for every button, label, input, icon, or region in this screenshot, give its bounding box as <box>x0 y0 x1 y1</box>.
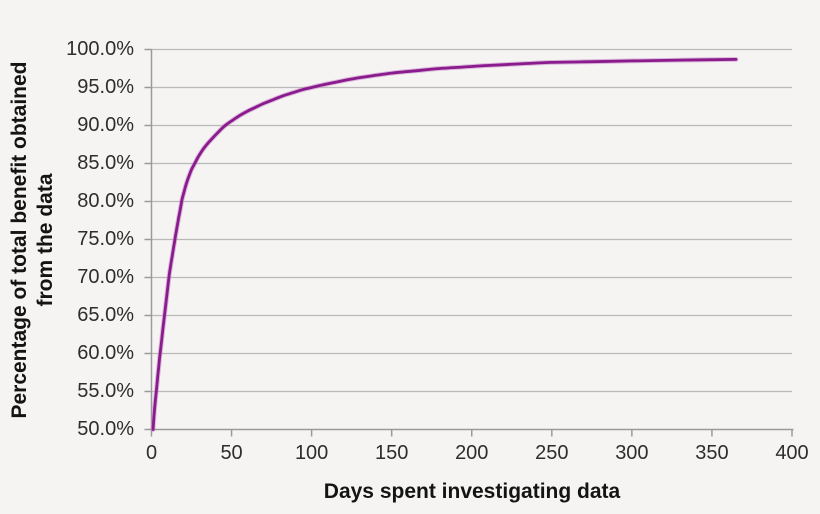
y-tick-label: 55.0% <box>77 379 134 402</box>
x-tick-label: 250 <box>535 442 569 464</box>
benefit-curve <box>151 58 738 431</box>
x-tick-label: 300 <box>615 442 649 464</box>
y-tick-label: 65.0% <box>77 303 134 326</box>
y-tick-label: 90.0% <box>77 113 134 136</box>
y-tick-label: 50.0% <box>77 417 134 440</box>
y-tick-label: 95.0% <box>77 75 134 98</box>
x-axis-title: Days spent investigating data <box>323 480 621 503</box>
y-tick-label: 80.0% <box>77 189 134 212</box>
y-tick-label: 70.0% <box>77 265 134 288</box>
x-tick-label: 100 <box>294 442 329 464</box>
y-tick-label: 60.0% <box>77 341 134 364</box>
x-tick-label: 0 <box>145 442 158 464</box>
x-tick-label: 400 <box>775 442 809 464</box>
y-tick-label: 75.0% <box>77 227 134 250</box>
x-tick-label: 350 <box>695 442 729 464</box>
x-tick-label: 200 <box>455 442 489 464</box>
x-tick-label: 150 <box>375 442 409 464</box>
y-tick-label: 100.0% <box>66 37 134 60</box>
x-tick-label: 50 <box>220 442 243 464</box>
y-tick-label: 85.0% <box>77 151 134 174</box>
